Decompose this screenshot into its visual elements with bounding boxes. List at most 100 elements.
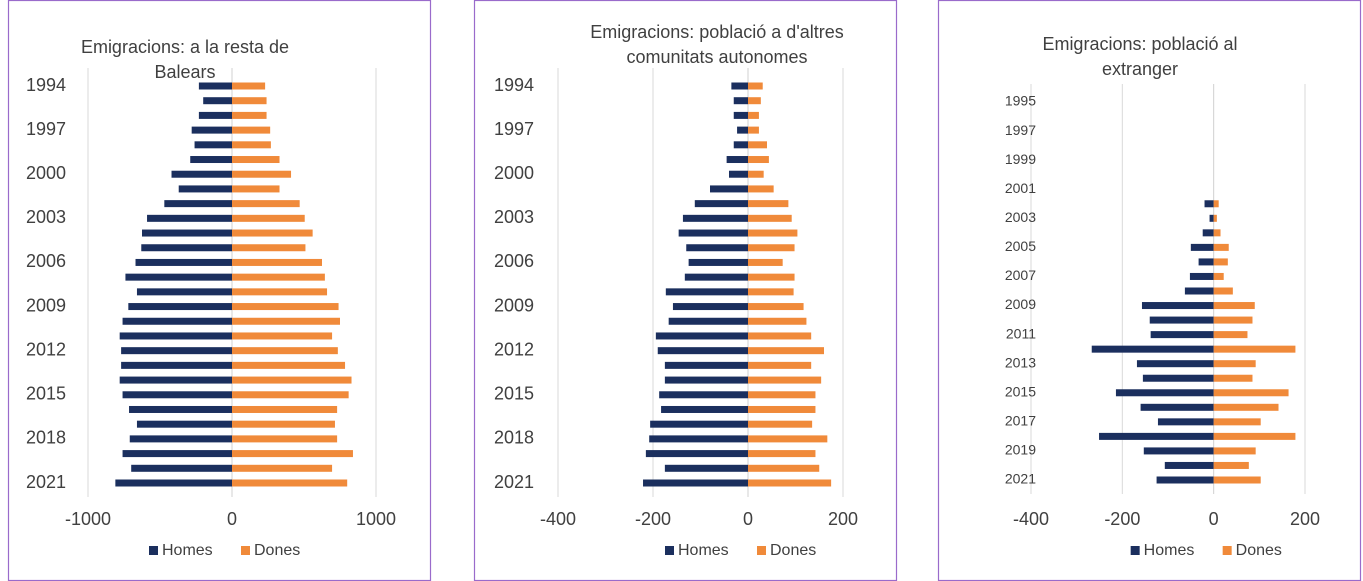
bar [1213, 476, 1261, 484]
bar [164, 200, 232, 208]
y-tick-label: 2009 [1005, 296, 1036, 312]
bar [733, 111, 748, 119]
y-tick-label: 2006 [494, 251, 534, 271]
bar [121, 361, 232, 369]
bar [1213, 258, 1228, 266]
bar [1213, 243, 1229, 251]
bar [748, 214, 792, 222]
x-tick-label: -1000 [65, 509, 111, 529]
bar [664, 361, 748, 369]
bar [1213, 331, 1248, 339]
y-tick-label: 1997 [494, 119, 534, 139]
bar [748, 288, 794, 296]
bar [748, 258, 783, 266]
bar [748, 391, 816, 399]
bar [748, 97, 761, 105]
bar [135, 258, 232, 266]
bar [1184, 287, 1214, 295]
bar [1136, 360, 1214, 368]
x-tick-label: 0 [227, 509, 237, 529]
bar [682, 214, 748, 222]
y-tick-label: 2009 [26, 295, 66, 315]
y-tick-label: 1995 [1005, 93, 1036, 109]
bar [645, 450, 748, 458]
bar [232, 170, 292, 178]
bar [232, 376, 352, 384]
y-tick-label: 2005 [1005, 238, 1036, 254]
bar [194, 141, 232, 149]
bar [1157, 418, 1214, 426]
y-tick-label: 1999 [1005, 151, 1036, 167]
bar [678, 229, 748, 237]
y-tick-label: 2003 [1005, 209, 1036, 225]
bar [122, 317, 232, 325]
bar [1213, 345, 1296, 353]
legend-swatch [1222, 546, 1232, 555]
bar [1213, 418, 1261, 426]
bar [119, 332, 232, 340]
bar [657, 347, 748, 355]
bar [726, 156, 748, 164]
bar [733, 141, 748, 149]
y-tick-label: 2007 [1005, 267, 1036, 283]
bar [171, 170, 232, 178]
bar [136, 420, 232, 428]
bar [1149, 316, 1214, 324]
bar [748, 376, 822, 384]
legend-label: Homes [162, 542, 213, 559]
bar [1213, 461, 1249, 469]
x-tick-label: -400 [540, 509, 576, 529]
legend-label: Dones [1236, 542, 1282, 559]
legend-label: Homes [678, 542, 729, 559]
bar [1150, 331, 1214, 339]
bar [748, 347, 824, 355]
bar [129, 435, 232, 443]
bar [748, 450, 816, 458]
bar [650, 420, 748, 428]
bar [1140, 403, 1214, 411]
bar [664, 376, 748, 384]
bar [232, 97, 267, 105]
bar [748, 82, 763, 90]
bar [684, 273, 748, 281]
bar [748, 361, 812, 369]
bar [748, 420, 813, 428]
y-tick-label: 2003 [26, 207, 66, 227]
bar [748, 479, 832, 487]
bar [136, 288, 232, 296]
bar [1213, 272, 1224, 280]
bar [1213, 200, 1219, 208]
bar [1213, 214, 1217, 222]
y-tick-label: 2000 [26, 163, 66, 183]
y-tick-label: 2021 [26, 472, 66, 492]
bar [147, 214, 232, 222]
bar [748, 170, 764, 178]
y-tick-label: 2018 [26, 428, 66, 448]
bar [232, 185, 280, 193]
bar [198, 111, 232, 119]
bar [1213, 374, 1253, 382]
bar [1209, 214, 1214, 222]
bar [748, 405, 816, 413]
y-tick-label: 2006 [26, 251, 66, 271]
bar [232, 479, 348, 487]
x-tick-label: 1000 [356, 509, 396, 529]
y-tick-label: 1997 [1005, 122, 1036, 138]
x-tick-label: 0 [743, 509, 753, 529]
legend-swatch [241, 546, 250, 555]
legend-swatch [665, 546, 674, 555]
bar [232, 200, 300, 208]
bar [672, 303, 748, 311]
y-tick-label: 2015 [494, 384, 534, 404]
bar [737, 126, 748, 134]
y-tick-label: 2021 [494, 472, 534, 492]
legend-label: Dones [254, 542, 300, 559]
bar [729, 170, 748, 178]
bar [141, 244, 232, 252]
bar [748, 332, 812, 340]
bar [232, 405, 338, 413]
bar [232, 141, 271, 149]
bar [178, 185, 232, 193]
bar [664, 464, 748, 472]
bar [748, 111, 759, 119]
